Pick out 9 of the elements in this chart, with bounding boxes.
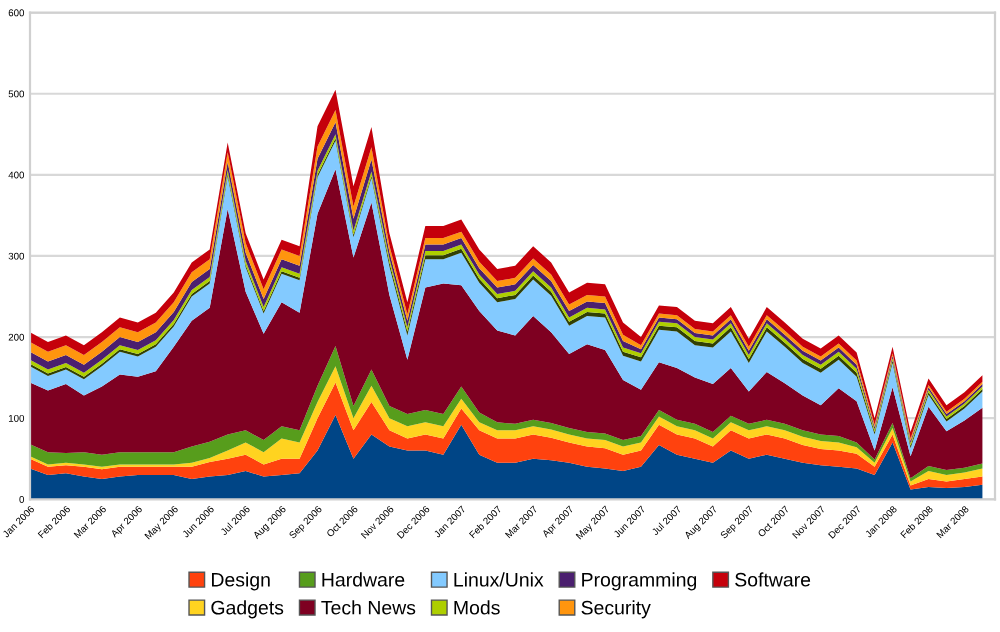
legend-label: Software <box>735 572 811 587</box>
legend-label: Design <box>212 572 270 591</box>
legend-label: Linux/Unix <box>454 572 544 587</box>
legend-label: Tech News <box>321 600 416 615</box>
legend-label: Gadgets <box>211 600 284 619</box>
legend-label: Hardware <box>322 572 405 587</box>
legend-label: Programming <box>582 572 697 591</box>
legend-label: Mods <box>454 600 500 615</box>
legend-label: Security <box>581 600 651 619</box>
